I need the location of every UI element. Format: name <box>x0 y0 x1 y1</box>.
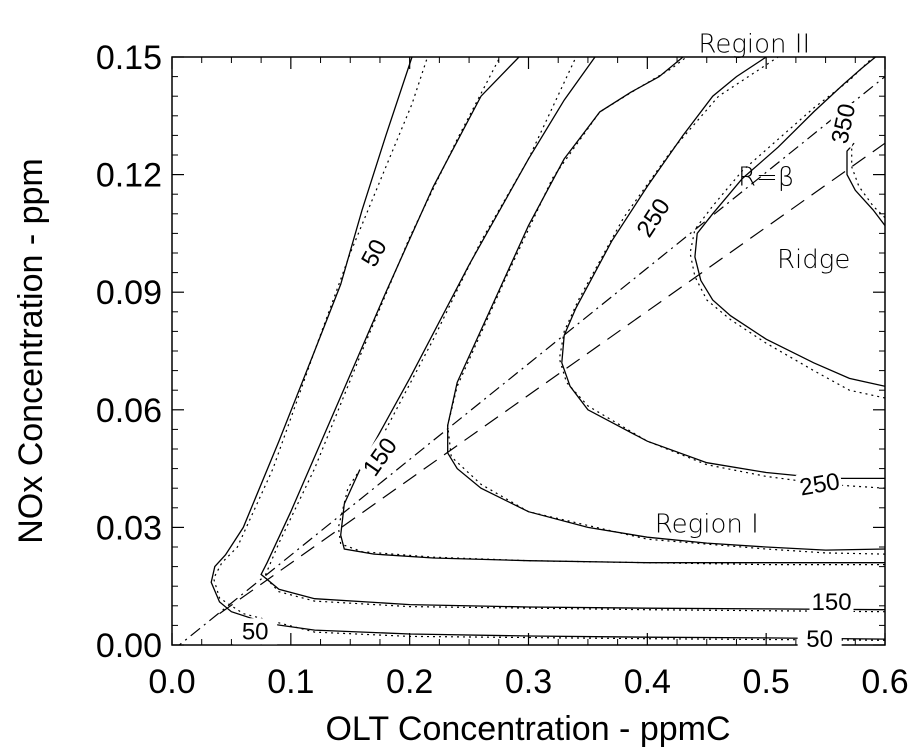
contour-label: 50 <box>806 626 833 653</box>
annotations: Region II Region I Ridge R=β <box>655 29 851 539</box>
contour-label-bg <box>630 192 677 244</box>
contour-label: 150 <box>812 589 852 616</box>
contour-label: 150 <box>358 433 403 481</box>
y-tick-label: 0.00 <box>96 627 162 665</box>
x-tick-label: 0.2 <box>386 663 433 701</box>
contour-350-solid <box>846 142 885 226</box>
contour-150-dotted <box>337 57 885 566</box>
y-tick-label: 0.09 <box>96 274 162 312</box>
ridge-line <box>219 142 885 615</box>
contour-250-solid <box>561 57 885 480</box>
annotation-ridge: Ridge <box>777 245 850 275</box>
annotation-r: R=β <box>738 163 794 193</box>
contour-300-solid <box>694 57 885 387</box>
y-axis-title: NOx Concentration - ppm <box>12 158 50 544</box>
x-tick-label: 0.4 <box>624 663 671 701</box>
contour-200-dotted <box>447 57 885 555</box>
y-tick-label: 0.15 <box>96 39 162 77</box>
contour-label-bg <box>233 618 278 645</box>
x-tick-label: 0.6 <box>861 663 908 701</box>
contour-50-dotted <box>212 57 885 641</box>
contour-250-dotted <box>558 57 885 489</box>
x-tick-label: 0.0 <box>148 663 195 701</box>
annotation-region-i: Region I <box>655 509 759 539</box>
contour-label-bg <box>352 227 396 279</box>
reference-lines <box>178 76 885 645</box>
contour-label-bg <box>809 588 854 615</box>
x-axis-title: OLT Concentration - ppmC <box>325 710 730 748</box>
y-tick-label: 0.12 <box>96 157 162 195</box>
x-tick-label: 0.3 <box>505 663 552 701</box>
axis-ticks <box>171 56 886 646</box>
contour-label: 350 <box>827 101 862 146</box>
annotation-region-ii: Region II <box>698 29 810 59</box>
contour-label-bg <box>797 626 842 653</box>
contour-label: 50 <box>242 618 269 645</box>
contour-label-bg <box>826 99 861 148</box>
contour-label: 250 <box>798 468 842 502</box>
x-tick-label: 0.5 <box>743 663 790 701</box>
x-tick-label: 0.1 <box>267 663 314 701</box>
y-tick-label: 0.06 <box>96 392 162 430</box>
contour-350-dotted <box>851 147 885 219</box>
plot-frame <box>171 56 886 646</box>
y-tick-label: 0.03 <box>96 509 162 547</box>
tick-labels: 0.0 0.1 0.2 0.3 0.4 0.5 0.6 0.00 0.03 0.06 0.09 0.1… <box>96 39 909 701</box>
contour-100-dotted <box>263 57 885 613</box>
r-equals-beta-line <box>178 76 885 645</box>
contour-label-bg <box>795 467 844 501</box>
contour-200-solid <box>447 57 885 551</box>
contour-label-bg <box>356 431 404 483</box>
contour-100-solid <box>260 57 885 611</box>
